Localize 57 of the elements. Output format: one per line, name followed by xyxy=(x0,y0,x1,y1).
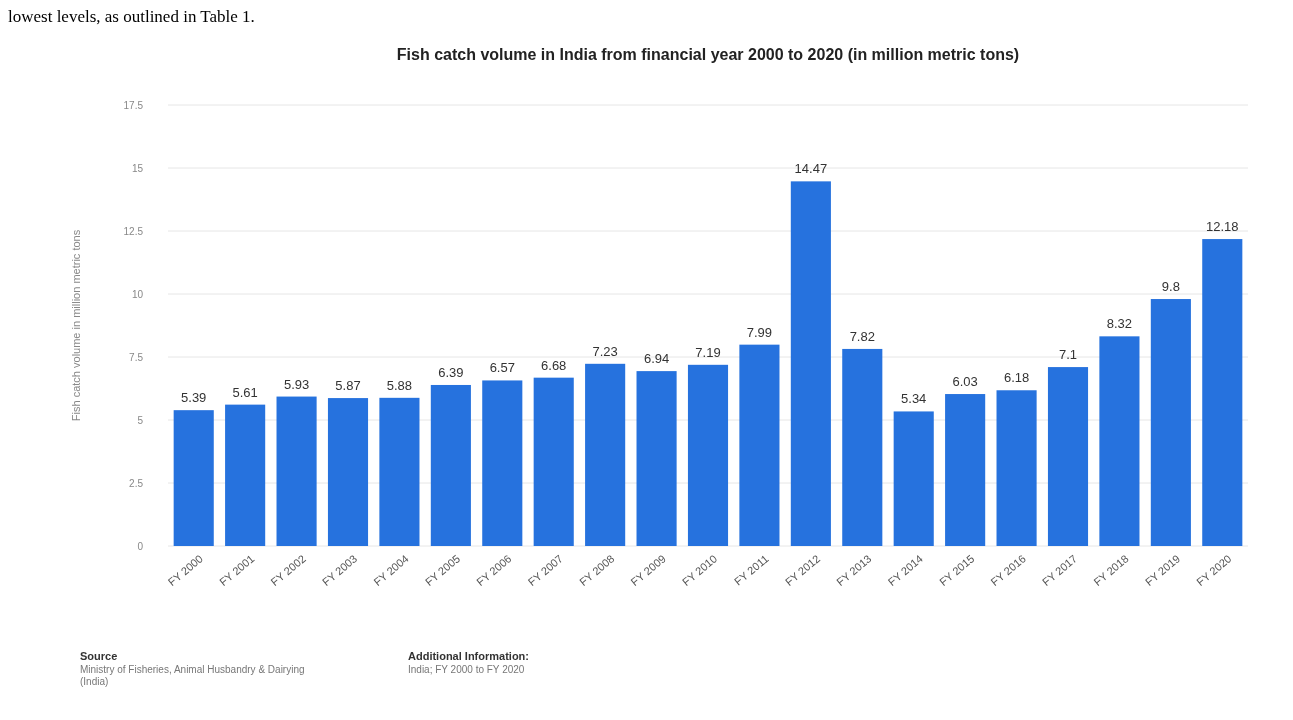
bar xyxy=(790,181,831,546)
data-label: 14.47 xyxy=(794,161,828,177)
bar xyxy=(1047,367,1089,546)
bar xyxy=(1099,336,1140,546)
y-tick-label: 5 xyxy=(137,415,144,426)
bar xyxy=(893,411,934,546)
bar xyxy=(945,394,986,546)
bar xyxy=(739,344,780,546)
data-label: 7.19 xyxy=(695,344,721,360)
y-tick-label: 10 xyxy=(131,289,144,300)
y-axis-title: Fish catch volume in million metric tons xyxy=(70,229,82,422)
bar xyxy=(430,384,471,546)
bar xyxy=(225,404,266,546)
data-label: 5.39 xyxy=(181,390,207,406)
data-label: 7.1 xyxy=(1058,347,1078,363)
bar xyxy=(1150,299,1191,546)
data-label: 5.88 xyxy=(386,377,413,393)
text: India; FY 2000 to FY 2020 xyxy=(408,664,525,675)
bar xyxy=(482,380,523,546)
bar xyxy=(533,377,574,546)
text: Additional Information: xyxy=(408,650,529,662)
y-tick-label: 17.5 xyxy=(123,100,144,111)
data-label: 6.68 xyxy=(541,357,567,373)
data-label: 6.03 xyxy=(952,374,978,390)
bar xyxy=(379,397,420,546)
text: Source xyxy=(80,650,118,662)
bar xyxy=(842,348,883,546)
data-label: 5.87 xyxy=(335,378,361,394)
bar xyxy=(585,363,626,546)
data-label: 7.23 xyxy=(592,343,618,359)
y-tick-label: 15 xyxy=(131,163,144,174)
data-label: 5.93 xyxy=(283,376,310,392)
bar xyxy=(1202,239,1243,546)
y-tick-label: 7.5 xyxy=(129,352,144,363)
bar xyxy=(636,371,677,546)
data-label: 7.99 xyxy=(746,324,773,340)
y-tick-label: 2.5 xyxy=(129,478,144,489)
data-label: 8.32 xyxy=(1106,316,1133,332)
chart-title: Fish catch volume in India from financial year 2000 to 2020 (in million metric tons) xyxy=(396,46,1020,63)
data-label: 5.61 xyxy=(232,384,258,400)
text: lowest levels, as outlined in Table 1. xyxy=(8,7,255,26)
data-label: 12.18 xyxy=(1206,219,1239,235)
data-label: 6.39 xyxy=(438,364,464,380)
data-label: 5.34 xyxy=(901,391,927,407)
data-label: 6.18 xyxy=(1003,370,1030,386)
text: Ministry of Fisheries, Animal Husbandry & Dairying (India) xyxy=(80,664,305,687)
data-label: 9.8 xyxy=(1161,279,1180,295)
data-label: 7.82 xyxy=(849,328,875,344)
data-label: 6.57 xyxy=(489,360,515,376)
data-label: 6.94 xyxy=(643,351,670,367)
y-tick-label: 12.5 xyxy=(123,226,144,237)
bar xyxy=(327,398,369,546)
bar xyxy=(276,396,317,546)
bar xyxy=(996,390,1037,546)
y-tick-label: 0 xyxy=(137,541,144,552)
bar xyxy=(687,364,729,546)
bar xyxy=(173,410,214,546)
